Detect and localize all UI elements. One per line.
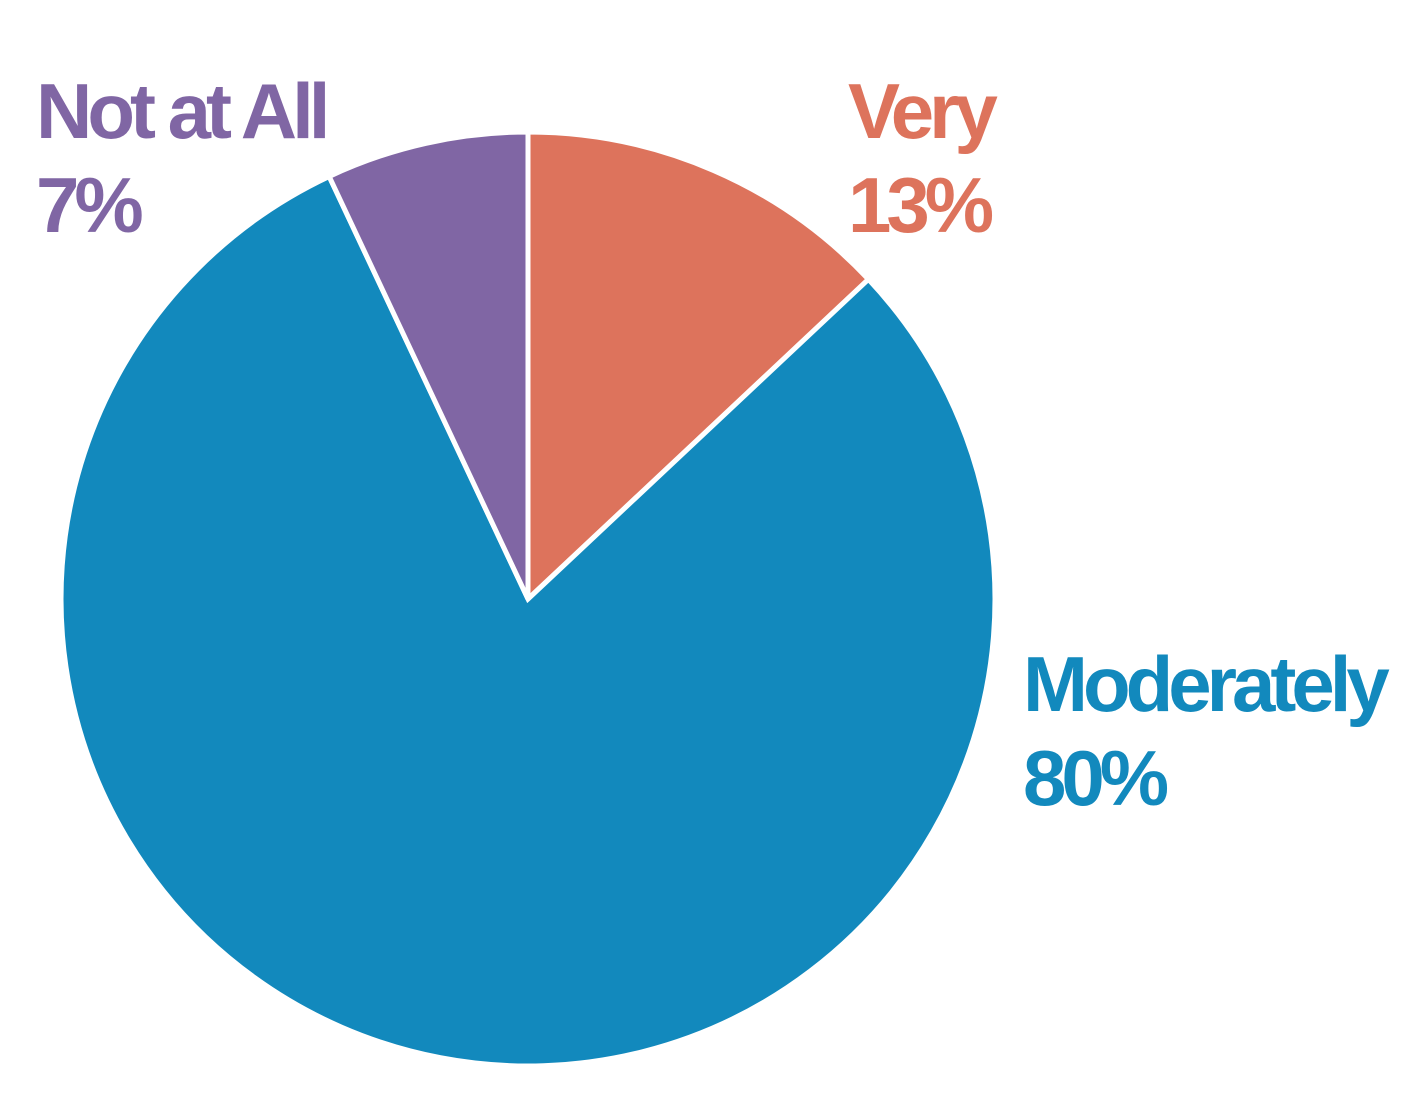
pie-slice-moderately [58, 173, 998, 1069]
slice-category-moderately: Moderately [1023, 640, 1390, 728]
pie-slices [58, 129, 998, 1069]
slice-label-very: Very 13% [848, 64, 998, 252]
slice-label-not-at-all: Not at All 7% [36, 64, 330, 252]
slice-value-moderately: 80% [1023, 734, 1169, 822]
pie-slice-very [525, 129, 872, 605]
slice-label-moderately: Moderately 80% [1023, 637, 1390, 825]
pie-slice-not-at-all [325, 129, 531, 601]
slice-category-very: Very [848, 67, 998, 155]
slice-value-very: 13% [848, 161, 994, 249]
slice-value-not-at-all: 7% [36, 161, 144, 249]
slice-category-not-at-all: Not at All [36, 67, 330, 155]
